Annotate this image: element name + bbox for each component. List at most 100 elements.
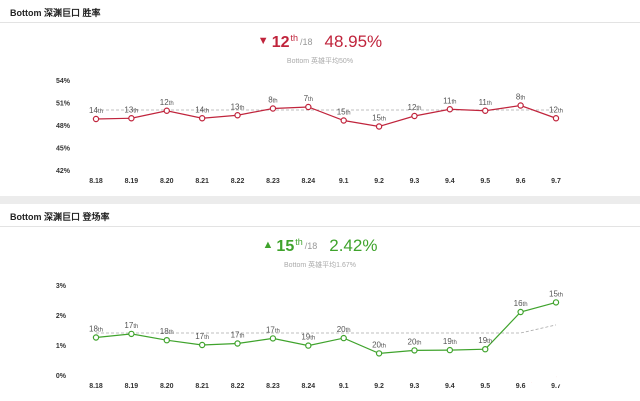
rank-label-suffix: th	[487, 101, 492, 107]
data-point	[234, 112, 241, 119]
rank-label-suffix: th	[169, 330, 174, 336]
rank-label: 7th	[304, 94, 313, 103]
rank-label: 13th	[124, 105, 138, 114]
divider	[0, 226, 640, 227]
x-tick-label: 9.3	[410, 383, 420, 390]
data-point	[305, 342, 312, 349]
rank-label: 17th	[124, 321, 138, 330]
x-tick-label: 8.22	[231, 383, 245, 390]
winrate-rank-total: /18	[300, 37, 313, 47]
x-tick-label: 9.1	[339, 178, 349, 185]
series-line	[95, 104, 557, 128]
rank-label-suffix: th	[98, 328, 103, 334]
up-arrow-icon: ▲	[262, 239, 274, 251]
rank-label: 19th	[443, 337, 457, 346]
rank-label: 17th	[195, 332, 209, 341]
data-point	[482, 345, 489, 353]
x-tick-label: 9.1	[339, 383, 349, 390]
pickrate-headline: ▲ 15th/18 2.42%	[0, 236, 640, 256]
winrate-value: 48.95%	[324, 32, 383, 51]
rank-label-suffix: th	[239, 334, 244, 340]
rank-label-suffix: th	[133, 108, 138, 114]
y-tick-label: 0%	[56, 373, 67, 380]
x-tick-label: 8.23	[266, 383, 280, 390]
data-point	[446, 106, 454, 113]
rank-label: 8th	[516, 93, 525, 102]
rank-label: 14th	[195, 105, 209, 114]
average-line	[96, 324, 557, 334]
pickrate-rank: 15	[276, 238, 295, 255]
data-point	[198, 115, 206, 122]
y-tick-label: 48%	[56, 123, 71, 130]
data-point	[234, 340, 241, 347]
rank-label-suffix: th	[239, 105, 244, 111]
data-point	[163, 107, 170, 114]
rank-label-suffix: th	[416, 340, 421, 346]
data-point	[552, 299, 560, 306]
data-point	[92, 115, 100, 123]
x-tick-label: 9.3	[410, 178, 420, 185]
rank-label-suffix: th	[204, 108, 209, 114]
data-point	[446, 346, 454, 354]
rank-label-suffix: th	[381, 343, 386, 349]
data-point	[305, 103, 312, 111]
divider	[0, 22, 640, 23]
x-tick-label: 9.6	[516, 383, 526, 390]
data-point	[375, 123, 383, 130]
rank-label: 19th	[478, 336, 492, 345]
rank-label-suffix: th	[310, 336, 315, 342]
rank-label-suffix: th	[98, 109, 103, 115]
rank-label-suffix: th	[558, 108, 563, 114]
pickrate-value: 2.42%	[329, 236, 378, 255]
rank-label: 12th	[549, 105, 563, 114]
y-tick-label: 42%	[56, 168, 71, 175]
y-tick-label: 45%	[56, 146, 71, 153]
rank-label: 14th	[89, 106, 103, 115]
rank-label: 13th	[231, 102, 245, 111]
watermark-text: 锐客网	[526, 360, 598, 388]
data-point	[128, 330, 135, 338]
x-tick-label: 9.2	[374, 383, 384, 390]
data-point	[411, 112, 418, 120]
x-tick-label: 8.24	[301, 178, 315, 185]
rank-label-suffix: th	[451, 99, 456, 105]
rank-label-suffix: th	[346, 111, 351, 117]
rank-label: 19th	[301, 333, 315, 342]
pickrate-average-note: Bottom 英雄平均1.67%	[284, 262, 356, 269]
watermark-logo: 锐客网	[526, 360, 599, 389]
winrate-panel: Bottom 深渊巨口 胜率 ▼ 12th/18 48.95% Bottom 英雄平…	[0, 0, 640, 196]
rank-label: 12th	[408, 103, 422, 112]
rank-label: 20th	[372, 340, 386, 349]
rank-label: 11th	[443, 96, 456, 105]
data-point	[482, 107, 489, 114]
x-tick-label: 9.4	[445, 178, 455, 185]
rank-label-suffix: th	[452, 340, 457, 346]
rank-label: 17th	[266, 325, 280, 334]
data-point	[128, 115, 135, 122]
pickrate-chart: 3% 2% 1% 0% 8.18 8.19 8.20 8.21 8.22 8.23 8.24 9.1 9…	[56, 283, 563, 390]
rank-label-suffix: th	[308, 97, 313, 103]
pickrate-panel: Bottom 深渊巨口 登场率 ▲ 15th/18 2.42% Bottom 英雄平…	[0, 204, 640, 401]
pickrate-rank-suffix: th	[295, 237, 303, 247]
rank-label-suffix: th	[381, 117, 386, 123]
rank-label: 20th	[408, 337, 422, 346]
rank-label-suffix: th	[204, 335, 209, 341]
x-tick-label: 9.7	[551, 178, 561, 185]
rank-label: 15th	[337, 108, 351, 117]
data-point	[517, 308, 524, 316]
y-tick-label: 1%	[56, 343, 67, 350]
x-tick-label: 8.24	[301, 383, 315, 390]
y-tick-label: 2%	[56, 313, 67, 320]
rank-label: 8th	[268, 96, 277, 105]
y-tick-label: 3%	[56, 283, 67, 290]
x-tick-label: 9.5	[480, 178, 490, 185]
rank-label-suffix: th	[558, 292, 563, 298]
x-tick-label: 8.19	[125, 178, 139, 185]
winrate-chart: 54% 51% 48% 45% 42% 8.18 8.19 8.20 8.21 8.22 8.23 8…	[56, 78, 563, 185]
data-point	[92, 334, 100, 341]
down-arrow-icon: ▼	[257, 35, 269, 47]
winrate-headline: ▼ 12th/18 48.95%	[0, 32, 640, 52]
data-point	[411, 347, 418, 354]
x-tick-label: 9.7	[551, 383, 561, 390]
x-tick-label: 8.23	[266, 178, 280, 185]
